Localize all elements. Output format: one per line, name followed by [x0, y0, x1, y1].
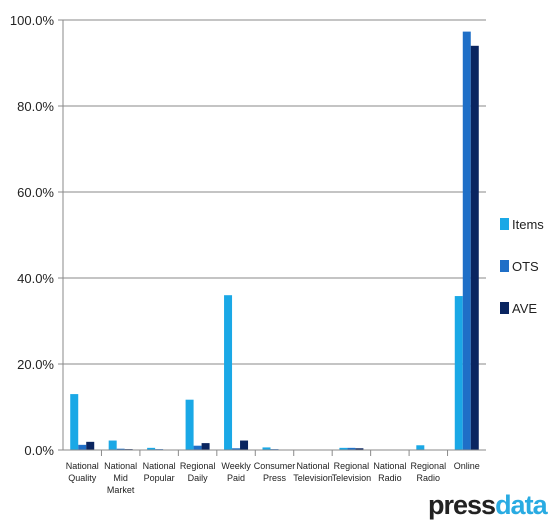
category-label: National	[373, 461, 406, 471]
category-label: National	[104, 461, 137, 471]
legend-label-ots: OTS	[512, 258, 539, 274]
bar-items	[147, 447, 156, 450]
category-label: Press	[263, 473, 287, 483]
category-label: Weekly	[221, 461, 251, 471]
category-label: Radio	[417, 473, 441, 483]
category-label: Market	[107, 485, 135, 495]
bar-ots	[232, 448, 241, 450]
pressdata-logo: pressdata	[428, 490, 548, 521]
bar-ave	[86, 441, 95, 450]
bar-items	[262, 447, 271, 450]
legend-label-ave: AVE	[512, 300, 538, 316]
bar-items	[224, 295, 233, 450]
y-tick-label: 40.0%	[17, 271, 54, 286]
category-label: Paid	[227, 473, 245, 483]
bar-items	[454, 296, 463, 450]
category-label: Regional	[334, 461, 370, 471]
legend-label-items: Items	[512, 216, 544, 232]
bar-ots	[193, 445, 202, 450]
category-label: Online	[454, 461, 480, 471]
y-tick-label: 80.0%	[17, 99, 54, 114]
bar-ave	[240, 440, 249, 450]
category-label: Daily	[188, 473, 209, 483]
y-tick-label: 60.0%	[17, 185, 54, 200]
category-label: Quality	[68, 473, 97, 483]
legend-swatch-ave	[500, 302, 509, 314]
y-tick-label: 20.0%	[17, 357, 54, 372]
category-label: Mid	[113, 473, 128, 483]
y-tick-labels: 0.0% 20.0% 40.0% 60.0% 80.0% 100.0%	[10, 13, 55, 458]
bar-items	[185, 399, 194, 450]
bar-items	[70, 394, 79, 450]
bar-ots	[347, 447, 356, 450]
category-label: Regional	[180, 461, 216, 471]
bar-items	[108, 440, 117, 450]
legend-item-ots: OTS	[500, 256, 544, 276]
legend-swatch-ots	[500, 260, 509, 272]
category-label: National	[66, 461, 99, 471]
bar-ots	[78, 444, 87, 450]
y-tick-label: 0.0%	[24, 443, 54, 458]
legend-item-items: Items	[500, 214, 544, 234]
category-label: Television	[332, 473, 372, 483]
legend: Items OTS AVE	[500, 214, 544, 340]
category-label: National	[296, 461, 329, 471]
gridlines	[63, 19, 486, 365]
bar-ave	[201, 443, 210, 450]
category-label: Radio	[378, 473, 402, 483]
logo-main-text: press	[428, 490, 496, 520]
category-label: Popular	[144, 473, 175, 483]
bar-ots	[462, 31, 471, 451]
legend-swatch-items	[500, 218, 509, 230]
bar-items	[339, 447, 348, 450]
category-label: National	[143, 461, 176, 471]
bar-ave	[355, 448, 364, 450]
logo-accent-text: data	[495, 490, 548, 520]
category-label: Regional	[411, 461, 447, 471]
category-labels: National Quality National Mid Market National…	[66, 461, 480, 495]
bar-ave	[470, 45, 479, 451]
category-label: Consumer	[254, 461, 296, 471]
axes	[58, 19, 486, 456]
legend-item-ave: AVE	[500, 298, 544, 318]
category-label: Television	[293, 473, 333, 483]
y-tick-label: 100.0%	[10, 13, 55, 28]
bar-items	[416, 445, 425, 450]
bar-ots	[116, 448, 125, 450]
bars	[70, 31, 479, 451]
